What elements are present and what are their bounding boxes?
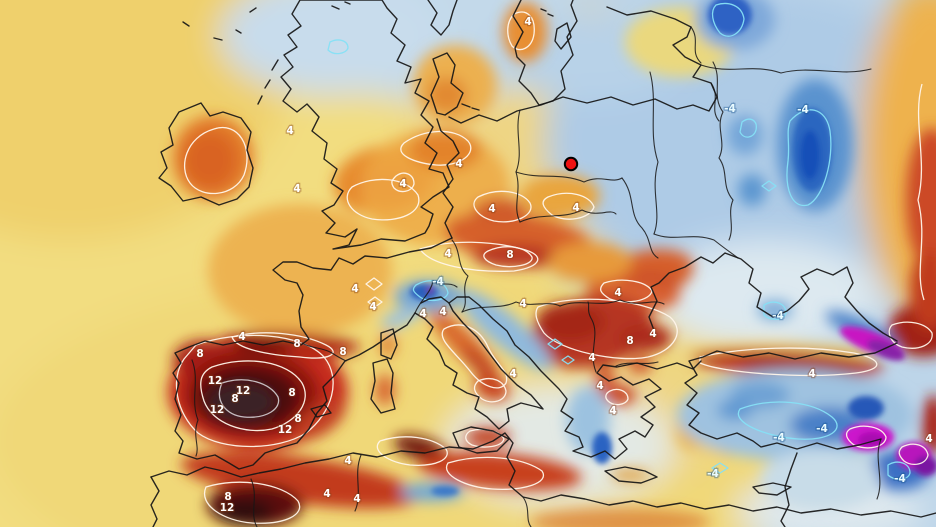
contour-label: 8 [231,393,238,405]
contour-label: 4 [323,488,330,500]
contour-label: 4 [509,368,516,380]
contour-label: 12 [278,424,293,436]
contour-label: 4 [455,158,462,170]
contour-label: 4 [596,380,603,392]
anomaly-contour-lines [175,2,933,524]
coastlines [150,0,936,527]
contour-label: 4 [293,183,300,195]
contour-label: -4 [432,276,444,288]
contour-label: 4 [488,203,495,215]
contour-label: 8 [224,491,231,503]
contour-label: 4 [519,298,526,310]
country-borders [191,26,882,527]
location-marker-dot [563,156,579,172]
contour-label: 12 [220,502,235,514]
contour-label: 12 [210,404,225,416]
contour-label: -4 [724,103,736,115]
contour-label: 4 [439,306,446,318]
contour-label: 8 [506,249,513,261]
contour-label: 12 [236,385,251,397]
contour-label: 4 [238,331,245,343]
contour-label: 4 [344,455,351,467]
contour-label: -4 [816,423,828,435]
contour-label: 8 [288,387,295,399]
contour-label: -4 [772,310,784,322]
contour-label: 4 [419,308,426,320]
contour-label: 8 [196,348,203,360]
contour-label: 4 [808,368,815,380]
contour-label: 4 [649,328,656,340]
contour-label: -4 [797,104,809,116]
contour-label: 8 [339,346,346,358]
contour-label: 4 [588,352,595,364]
contour-label: 4 [925,433,932,445]
contour-label: 4 [609,405,616,417]
contour-label: 4 [444,248,451,260]
contour-label: 4 [524,16,531,28]
contour-label: -4 [894,473,906,485]
contour-label: 8 [626,335,633,347]
contour-label: 8 [294,413,301,425]
contour-label: 4 [399,178,406,190]
contour-label: 4 [369,301,376,313]
contour-label: -4 [773,432,785,444]
contour-label: 4 [353,493,360,505]
contour-label: 4 [614,287,621,299]
contour-label: -4 [707,468,719,480]
contour-label: 4 [572,202,579,214]
contour-label: 8 [293,338,300,350]
contour-label: 4 [286,125,293,137]
contour-label: 12 [208,375,223,387]
contour-label: 4 [351,283,358,295]
